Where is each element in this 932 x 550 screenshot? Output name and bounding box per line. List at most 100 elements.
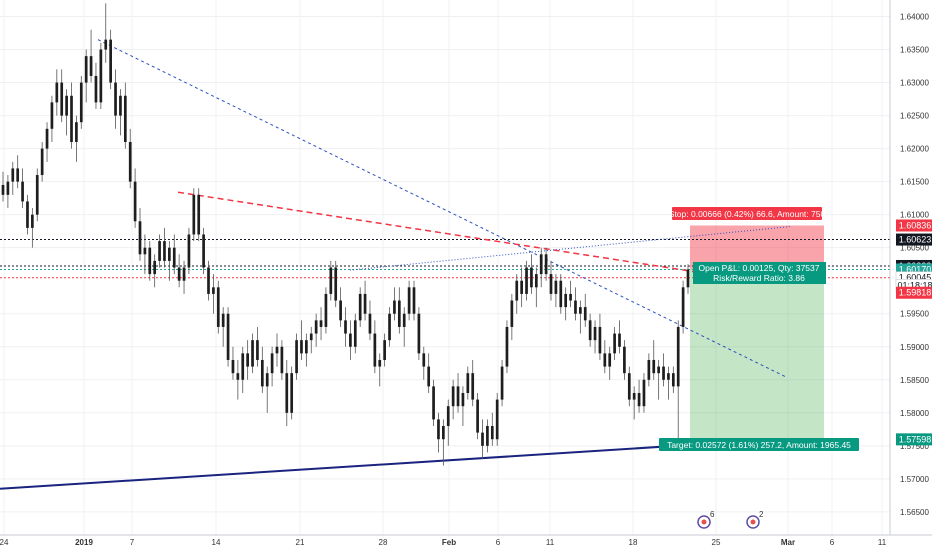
candle-body	[280, 346, 284, 374]
candle-body	[583, 307, 587, 321]
candle-body	[319, 320, 323, 327]
pnl-label: Open P&L: 0.00125, Qty: 37537Risk/Reward…	[693, 262, 826, 284]
price-tag-text: 1.59818	[899, 288, 932, 298]
event-badge[interactable]: 6	[697, 510, 715, 529]
x-tick-label: 21	[296, 538, 305, 547]
price-tag-text: 1.60836	[899, 220, 932, 230]
y-tick-label: 1.58000	[900, 409, 929, 418]
candle-body	[16, 168, 20, 182]
candle-body	[363, 293, 367, 314]
price-tag-bg	[896, 233, 932, 246]
candle-body	[671, 373, 675, 387]
candle-body	[79, 82, 83, 123]
candle-body	[397, 300, 401, 327]
y-tick-label: 1.61500	[900, 178, 929, 187]
candle-body	[104, 39, 108, 50]
price-tag-text: 1.60045	[899, 273, 932, 283]
y-tick-label: 1.57000	[900, 475, 929, 484]
candle-body	[613, 333, 616, 354]
event-badge-count: 2	[759, 510, 764, 519]
candle-body	[520, 280, 523, 294]
candle-body	[256, 340, 259, 360]
price-tag: 1.59818	[896, 286, 932, 299]
candle-body	[554, 280, 558, 294]
candle-body	[539, 254, 543, 275]
price-tag-text: 01:18:18	[897, 280, 932, 290]
candle-body	[515, 280, 519, 301]
candle-body	[40, 148, 44, 176]
price-tag: 1.60623	[896, 233, 932, 246]
candle-body	[182, 267, 186, 281]
candle-body	[21, 181, 24, 202]
candle-body	[525, 267, 528, 294]
y-tick-label: 1.59500	[900, 310, 929, 319]
candle-body	[549, 274, 553, 294]
candle-body	[123, 95, 127, 143]
pnl-line1: Open P&L: 0.00125, Qty: 37537	[699, 263, 820, 273]
x-tick-label: 18	[629, 538, 638, 547]
grid	[0, 0, 890, 535]
candle-body	[427, 366, 431, 387]
candle-body	[608, 353, 612, 367]
candle-body	[109, 39, 112, 83]
candle-body	[192, 194, 196, 235]
candle-body	[114, 82, 117, 116]
candle-body	[402, 313, 406, 327]
candle-body	[26, 201, 29, 228]
candle-body	[65, 95, 68, 116]
candle-body	[305, 340, 308, 354]
time-axis: 24 2019 7 14 21 28 Feb 6 11 18 25 Mar 6 11	[0, 534, 932, 547]
candle-body	[35, 175, 39, 215]
candle-body	[295, 340, 298, 374]
candle-body	[216, 287, 220, 327]
target-label-text: Target: 0.02572 (1.61%) 257.2, Amount: 1…	[667, 440, 851, 450]
candle-body	[339, 300, 342, 321]
candles	[1, 3, 690, 466]
candle-body	[481, 432, 484, 446]
candle-body	[598, 326, 602, 354]
pnl-label-bg	[693, 262, 826, 284]
candle-body	[329, 267, 333, 294]
candle-body	[642, 379, 646, 407]
candle-body	[686, 269, 690, 288]
candle-body	[564, 293, 568, 308]
stop-label-bg	[672, 207, 822, 220]
candle-body	[451, 386, 455, 407]
candle-body	[667, 373, 670, 380]
y-tick-label: 1.63000	[900, 79, 929, 88]
price-tag-bg	[896, 219, 932, 232]
candle-body	[593, 326, 597, 341]
candle-body	[510, 300, 514, 327]
event-badge-dot	[750, 519, 756, 525]
candle-body	[632, 392, 636, 400]
candle-body	[275, 346, 279, 354]
event-badge[interactable]: 2	[746, 510, 764, 529]
candle-body	[89, 56, 93, 76]
pnl-line2: Risk/Reward Ratio: 3.86	[713, 273, 805, 283]
price-axis: 1.64000 1.63500 1.63000 1.62500 1.62000 1.615…	[889, 0, 932, 535]
x-tick-label: Mar	[781, 538, 795, 547]
candle-body	[148, 247, 152, 275]
candle-body	[334, 267, 338, 301]
candle-body	[373, 333, 377, 367]
candle-body	[94, 75, 98, 103]
candle-body	[681, 287, 685, 327]
candle-body	[456, 386, 460, 407]
candle-body	[544, 254, 548, 275]
x-tick-label: Feb	[442, 538, 456, 547]
x-tick-label: 11	[878, 538, 887, 547]
x-tick-label: 24	[0, 538, 9, 547]
x-tick-label: 7	[130, 538, 135, 547]
candle-body	[344, 320, 347, 334]
candle-body	[534, 274, 538, 288]
candle-body	[50, 102, 54, 129]
candle-body	[265, 373, 269, 387]
candle-body	[637, 392, 641, 407]
candle-body	[270, 353, 274, 374]
candle-body	[231, 359, 235, 374]
trend-line-blue-dotted	[97, 39, 786, 377]
price-tag-bg	[896, 433, 932, 446]
candle-body	[657, 366, 660, 374]
